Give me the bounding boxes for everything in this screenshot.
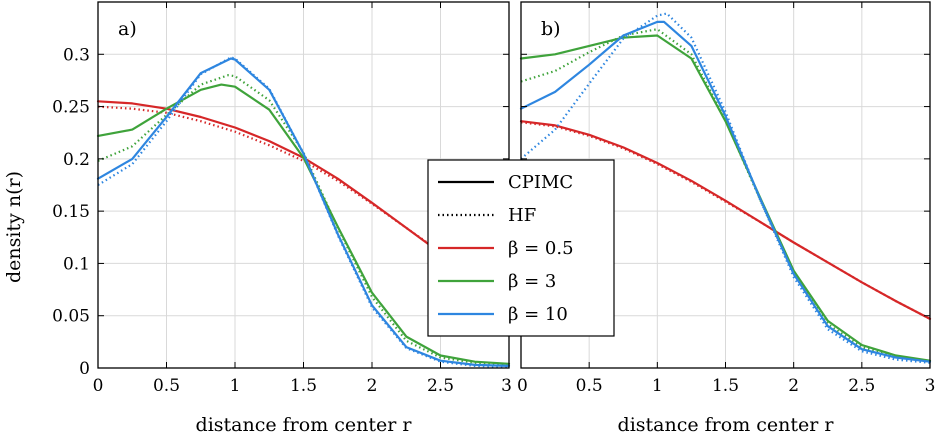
panel-b: 0 0.5 1 1.5 2 2.5 3 b) distance from center r — [517, 1, 936, 436]
y-tick-label: 0 — [79, 359, 90, 379]
y-tick-label: 0.25 — [52, 98, 90, 118]
panel-a: 0 0.5 1 1.5 2 2.5 3 0 0.05 0.1 0.15 0.2 0.25 0.3 a) dis… — [52, 1, 512, 436]
legend-label: HF — [508, 205, 536, 226]
y-tick-label: 0.3 — [63, 45, 90, 65]
x-tick-label: 3 — [501, 376, 512, 396]
x-tick-label: 0.5 — [153, 376, 180, 396]
y-tick-label: 0.15 — [52, 202, 90, 222]
x-tick-label: 1.5 — [290, 376, 317, 396]
legend-label: β = 0.5 — [508, 238, 574, 259]
series-line-hf — [520, 121, 931, 320]
y-axis-label: density n(r) — [3, 171, 25, 283]
series-line-hf — [97, 56, 510, 369]
y-tick-label: 0.05 — [52, 307, 90, 327]
x-tick-label: 1.5 — [712, 376, 739, 396]
x-tick-label: 2 — [788, 376, 799, 396]
legend-label: β = 10 — [508, 304, 568, 325]
x-tick-label: 0 — [517, 376, 528, 396]
series-line-hf — [520, 12, 931, 364]
series-line-cpimc — [519, 20, 932, 363]
x-tick-label: 2.5 — [848, 376, 875, 396]
legend-label: β = 3 — [508, 271, 556, 292]
panel-label: a) — [118, 18, 137, 40]
y-tick-label: 0.1 — [63, 254, 90, 274]
x-tick-label: 0.5 — [576, 376, 603, 396]
x-tick-label: 1 — [652, 376, 663, 396]
panel-label: b) — [541, 18, 561, 40]
x-tick-label: 2 — [367, 376, 378, 396]
legend-label: CPIMC — [508, 172, 573, 193]
x-tick-label: 0 — [93, 376, 104, 396]
x-tick-label: 2.5 — [427, 376, 454, 396]
x-axis-label: distance from center r — [618, 414, 835, 436]
series-line-cpimc — [519, 34, 932, 362]
x-axis-label: distance from center r — [196, 414, 413, 436]
legend: CPIMC HF β = 0.5 β = 3 β = 10 — [427, 159, 615, 337]
x-tick-label: 3 — [925, 376, 936, 396]
x-tick-label: 1 — [230, 376, 241, 396]
series-lines — [519, 12, 932, 364]
series-line-cpimc — [96, 83, 511, 365]
y-tick-label: 0.2 — [63, 150, 90, 170]
